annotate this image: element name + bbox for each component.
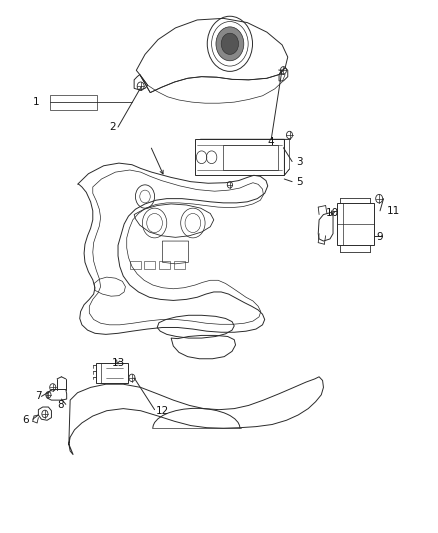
Text: 13: 13 xyxy=(112,358,126,368)
Text: 10: 10 xyxy=(325,208,339,219)
Circle shape xyxy=(216,27,244,61)
Text: 9: 9 xyxy=(377,232,383,243)
Text: 6: 6 xyxy=(22,415,28,425)
Text: 7: 7 xyxy=(35,391,42,401)
Text: 3: 3 xyxy=(296,157,303,166)
Text: 12: 12 xyxy=(156,406,169,416)
Text: 8: 8 xyxy=(57,400,64,410)
Text: 11: 11 xyxy=(386,206,400,216)
Text: 2: 2 xyxy=(109,122,116,132)
Text: 4: 4 xyxy=(268,138,275,148)
Circle shape xyxy=(221,33,239,54)
Text: 5: 5 xyxy=(296,176,303,187)
Text: 1: 1 xyxy=(33,97,39,107)
